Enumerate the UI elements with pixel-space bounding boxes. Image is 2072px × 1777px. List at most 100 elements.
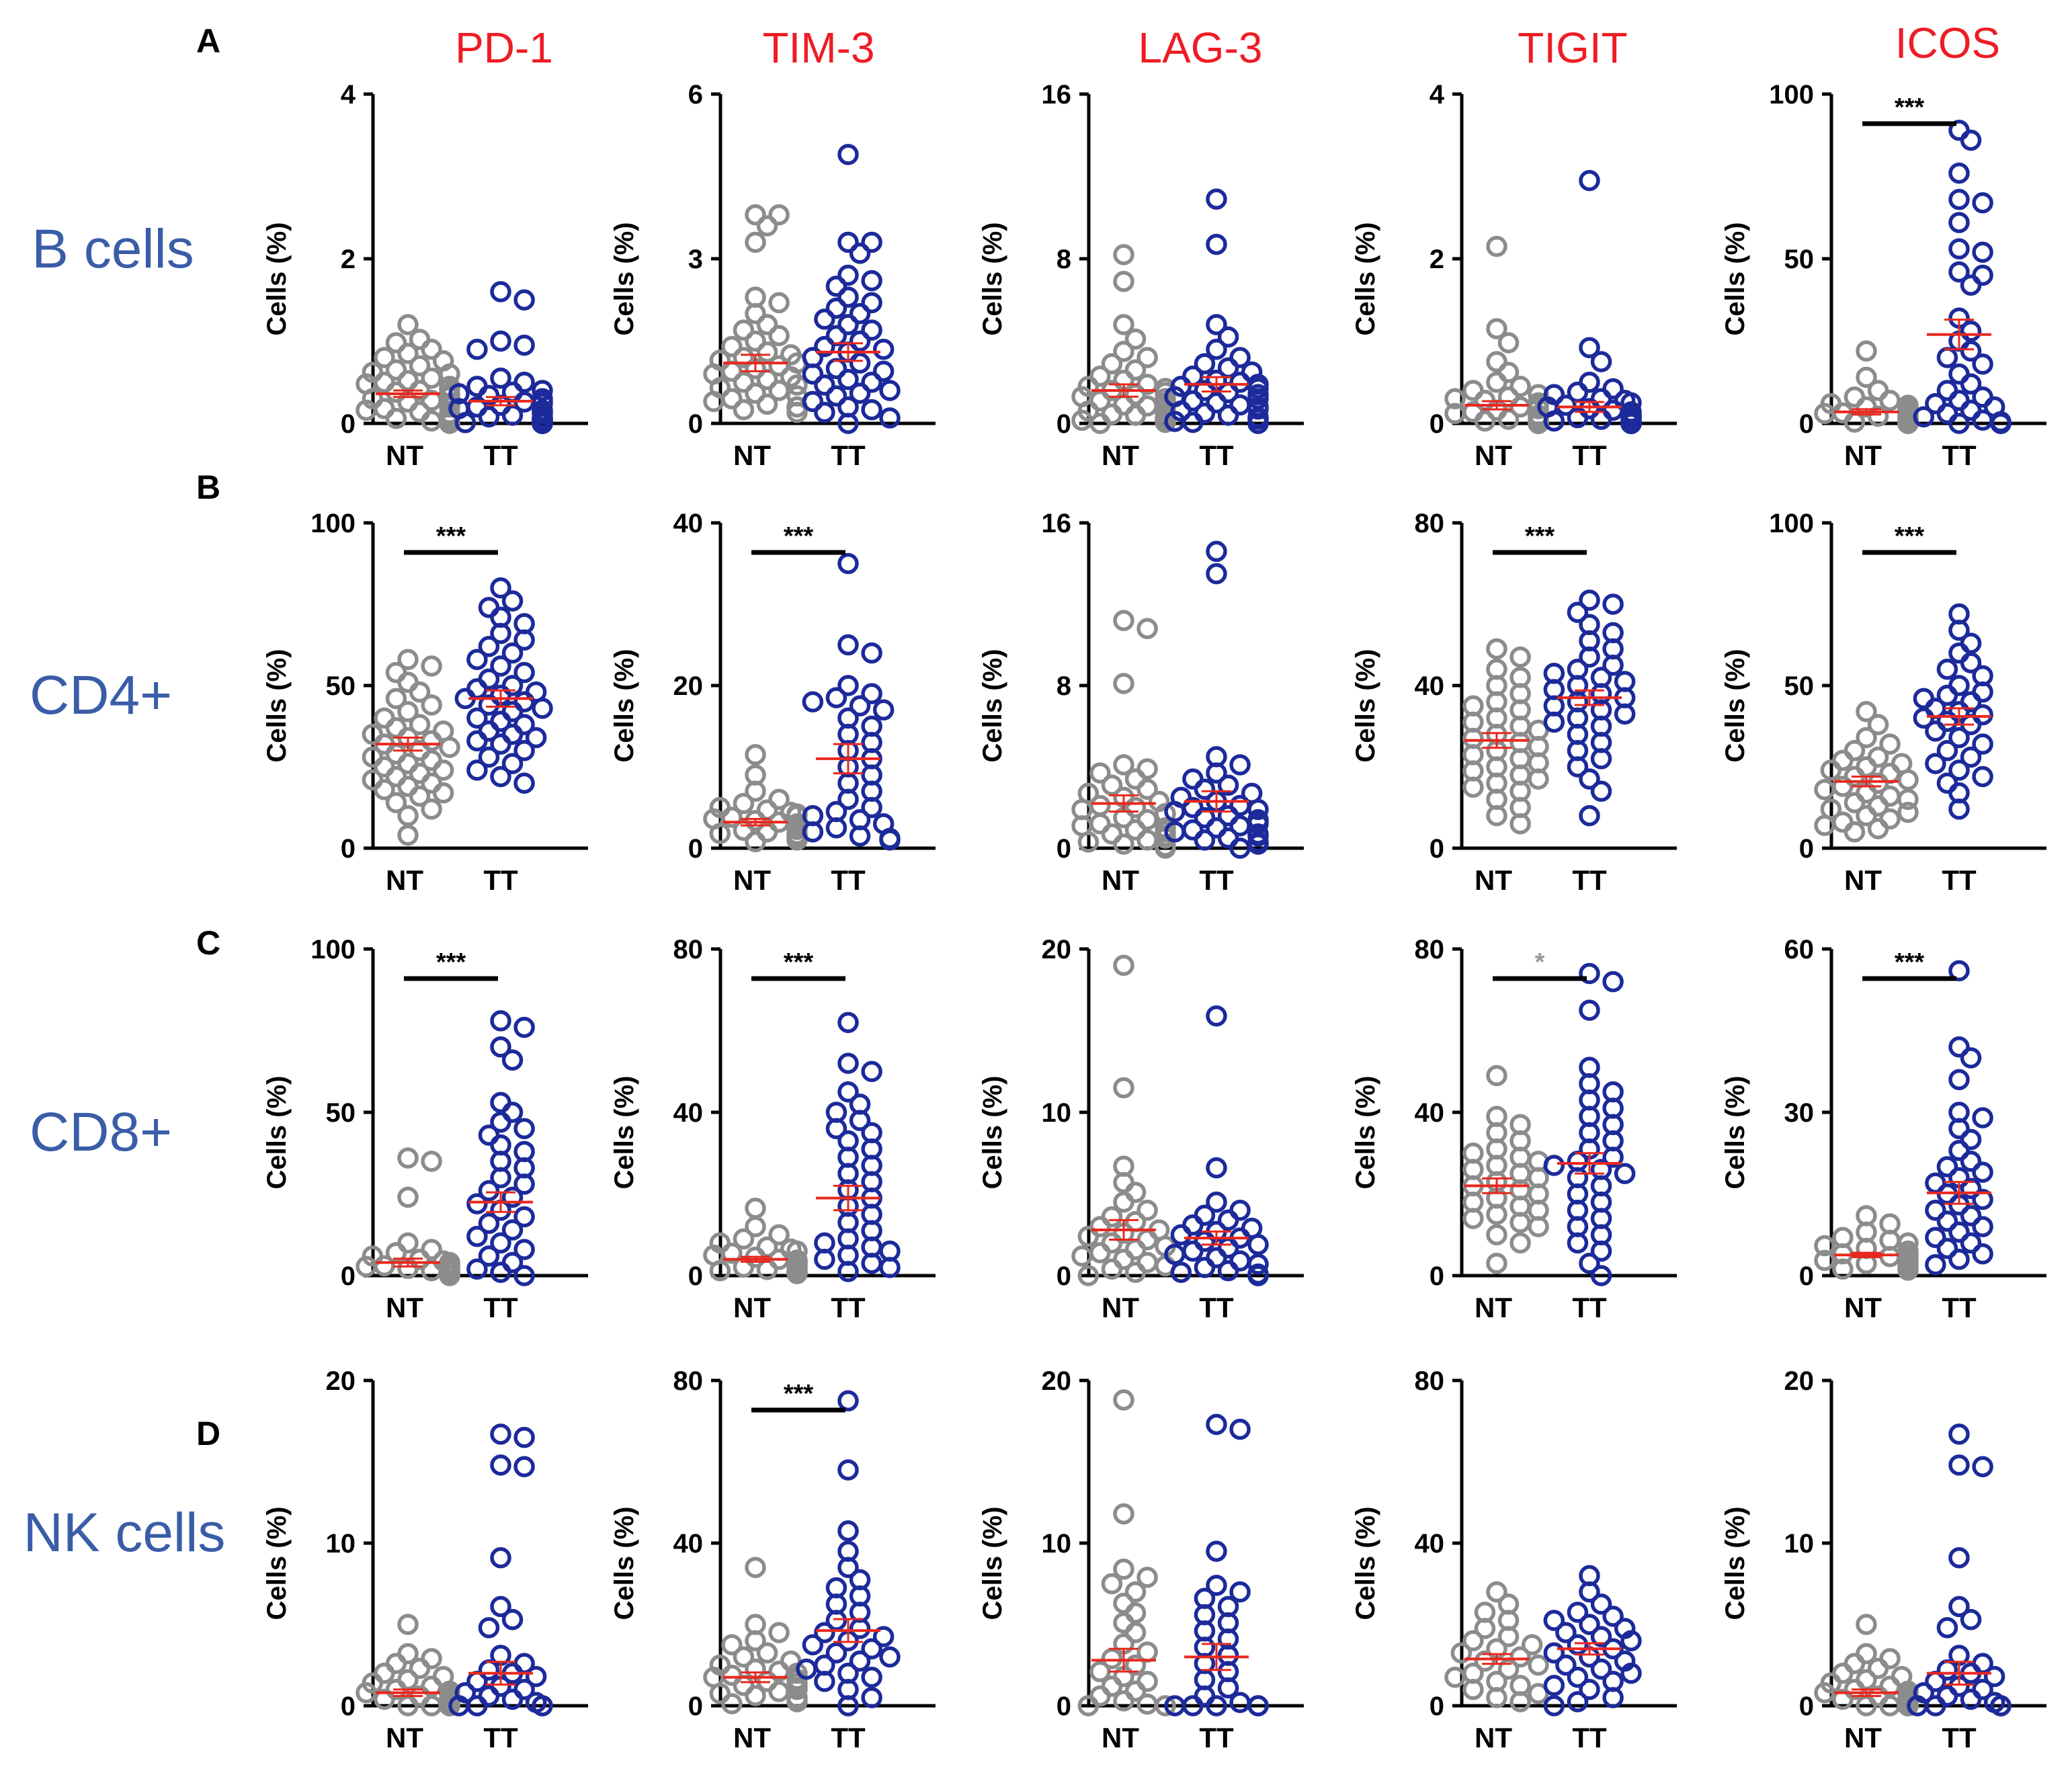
data-point-nt (1113, 1690, 1134, 1712)
data-point-tt (1960, 1177, 1982, 1200)
y-tick-label: 10 (1042, 1529, 1072, 1559)
data-point-nt (1486, 1204, 1507, 1225)
data-point-tt (1229, 1200, 1251, 1221)
data-point-tt (1960, 632, 1982, 654)
data-point-tt (825, 385, 847, 407)
significance-label: *** (784, 522, 814, 550)
data-point-tt (1579, 1614, 1600, 1635)
x-tick-label-tt: TT (1572, 1722, 1607, 1753)
data-point-tt (1217, 1677, 1239, 1699)
y-tick-label: 0 (341, 1262, 356, 1291)
chart-b-cells-tim-3: 0 3 6 Cells (%) NT TT (610, 80, 936, 471)
data-point-tt (513, 1265, 535, 1286)
data-point-tt (466, 759, 488, 781)
data-point-tt (1247, 1253, 1269, 1275)
data-point-tt (1913, 406, 1935, 427)
data-point-nt (1879, 733, 1901, 755)
data-point-nt (1136, 395, 1158, 417)
x-tick-label-nt: NT (1844, 1722, 1882, 1753)
data-point-nt (1444, 388, 1466, 409)
data-point-tt (1247, 1695, 1269, 1717)
y-tick-label: 0 (1429, 1692, 1444, 1721)
data-point-nt (1856, 727, 1877, 749)
data-point-tt (1182, 411, 1204, 433)
significance-label: *** (1895, 522, 1925, 550)
data-point-tt (1972, 1188, 1993, 1210)
chart-cd8-icos: 0 30 60 Cells (%) NT TT *** (1721, 935, 2046, 1323)
data-point-tt (837, 368, 859, 390)
y-tick-label: 40 (1415, 1098, 1445, 1128)
data-point-nt (1113, 341, 1134, 362)
data-point-tt (1247, 1234, 1269, 1255)
data-point-tt (802, 691, 824, 712)
data-point-nt (756, 393, 778, 415)
data-point-tt (466, 678, 488, 700)
y-tick-label: 20 (1042, 935, 1072, 964)
data-point-nt (385, 332, 407, 354)
x-tick-label-nt: NT (386, 1292, 423, 1323)
data-point-nt (409, 785, 431, 807)
data-point-nt (397, 1147, 419, 1169)
data-point-nt (1089, 1661, 1111, 1682)
data-point-tt (501, 405, 524, 426)
data-point-nt (1814, 1235, 1835, 1257)
data-point-nt (1897, 802, 1919, 823)
data-point-tt (501, 1049, 524, 1071)
data-point-tt (814, 374, 835, 396)
data-point-tt (1194, 1257, 1216, 1278)
data-point-tt (1960, 1205, 1982, 1227)
data-point-nt (1814, 779, 1835, 800)
data-point-tt (1602, 1687, 1624, 1708)
data-point-tt (501, 1102, 524, 1123)
data-point-nt (374, 347, 395, 368)
data-point-nt (1462, 1208, 1484, 1229)
data-point-tt (1590, 1240, 1612, 1262)
y-tick-label: 2 (341, 245, 356, 274)
data-point-tt (1948, 1248, 1970, 1270)
data-point-tt (1936, 1617, 1958, 1639)
data-point-tt (1972, 733, 1993, 755)
data-point-nt (1124, 1182, 1147, 1203)
data-point-nt (1843, 792, 1866, 813)
data-point-tt (1620, 1630, 1642, 1651)
data-point-tt (1229, 815, 1251, 837)
data-point-nt (1124, 405, 1147, 426)
data-point-nt (756, 341, 778, 363)
data-point-tt (1567, 756, 1589, 778)
data-point-nt (1113, 1077, 1134, 1099)
data-point-nt (733, 399, 755, 421)
data-point-nt (768, 292, 790, 314)
data-point-tt (478, 1245, 500, 1267)
data-point-nt (745, 1198, 766, 1219)
data-point-tt (861, 399, 882, 421)
y-tick-label: 2 (1429, 245, 1444, 274)
chart-b-cells-pd-1: 0 2 4 Cells (%) NT TT (262, 80, 588, 471)
significance-label: *** (436, 522, 466, 550)
data-point-tt (1948, 1547, 1970, 1569)
data-point-nt (768, 380, 790, 401)
y-axis-label: Cells (%) (978, 1076, 1007, 1190)
y-tick-label: 100 (1769, 509, 1814, 538)
data-point-nt (1832, 1688, 1854, 1710)
data-point-nt (1462, 776, 1484, 798)
data-point-tt (1948, 1139, 1970, 1161)
data-point-tt (490, 1167, 511, 1188)
data-point-nt (1101, 1206, 1123, 1228)
data-point-nt (1814, 403, 1835, 425)
data-point-nt (1856, 756, 1877, 778)
data-point-tt (513, 1118, 535, 1140)
data-point-nt (768, 355, 790, 376)
data-point-nt (374, 1688, 395, 1710)
data-point-nt (1486, 1065, 1507, 1087)
data-point-tt (490, 733, 511, 755)
data-point-nt (1509, 1691, 1531, 1712)
data-point-tt (1590, 1594, 1612, 1615)
data-point-tt (1936, 1237, 1958, 1259)
data-point-nt (1528, 398, 1549, 419)
data-point-nt (1113, 833, 1134, 855)
data-point-tt (837, 1390, 859, 1411)
data-point-nt (1155, 411, 1176, 433)
data-point-nt (1077, 831, 1100, 853)
data-point-nt (1089, 365, 1111, 387)
x-tick-label-nt: NT (733, 440, 771, 471)
